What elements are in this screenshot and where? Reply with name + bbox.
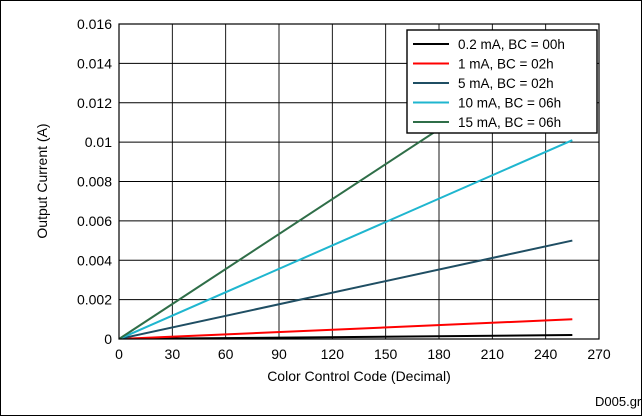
series-line [119, 334, 573, 339]
y-tick-label: 0.008 [77, 174, 112, 190]
x-tick-label: 150 [374, 346, 398, 362]
y-tick-label: 0.002 [77, 292, 112, 308]
y-tick-label: 0.016 [77, 16, 112, 32]
x-tick-label: 30 [165, 346, 181, 362]
x-tick-label: 240 [534, 346, 558, 362]
x-axis-title: Color Control Code (Decimal) [267, 368, 451, 384]
legend-label: 15 mA, BC = 06h [458, 115, 561, 130]
y-tick-labels: 0 0.002 0.004 0.006 0.008 0.01 0.012 0.014 0.016 [77, 16, 112, 347]
y-tick-label: 0.004 [77, 252, 112, 268]
x-tick-label: 270 [587, 346, 611, 362]
y-tick-label: 0.012 [77, 95, 112, 111]
x-tick-label: 180 [427, 346, 451, 362]
x-tick-label: 120 [321, 346, 345, 362]
y-tick-label: 0.006 [77, 213, 112, 229]
x-tick-labels: 0 30 60 90 120 150 180 210 240 270 [115, 346, 611, 362]
x-tick-label: 60 [218, 346, 234, 362]
series-line [119, 139, 573, 339]
x-tick-label: 0 [115, 346, 123, 362]
y-axis-title: Output Current (A) [34, 123, 50, 238]
series-line [119, 318, 573, 339]
plot-border [118, 23, 600, 340]
x-tick-label: 90 [271, 346, 287, 362]
legend-label: 10 mA, BC = 06h [458, 96, 561, 111]
series-line [119, 239, 573, 339]
figure-id: D005.grf [595, 394, 641, 409]
y-tick-label: 0.014 [77, 55, 112, 71]
legend-label: 5 mA, BC = 02h [458, 76, 554, 91]
legend: 0.2 mA, BC = 00h 1 mA, BC = 02h 5 mA, BC =… [406, 29, 598, 134]
x-tick-label: 210 [481, 346, 505, 362]
y-tick-label: 0 [104, 331, 112, 347]
legend-label: 1 mA, BC = 02h [458, 57, 554, 72]
y-tick-label: 0.01 [85, 134, 112, 150]
legend-label: 0.2 mA, BC = 00h [458, 37, 565, 52]
legend-box [406, 29, 598, 134]
